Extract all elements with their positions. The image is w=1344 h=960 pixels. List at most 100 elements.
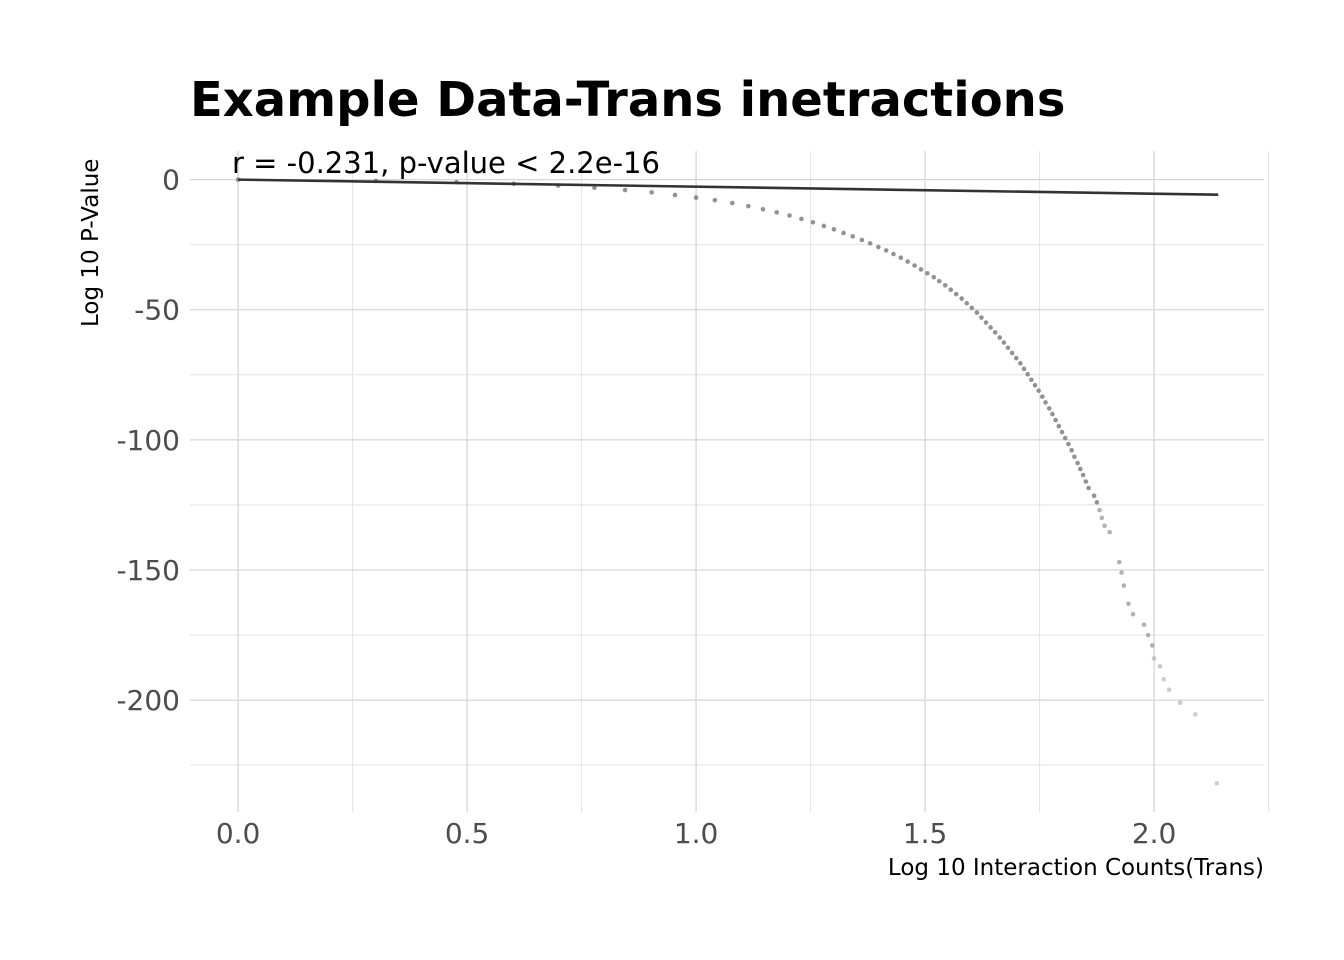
data-point — [1066, 441, 1071, 447]
x-tick-label: 0.0 — [216, 817, 261, 850]
data-point — [1050, 411, 1055, 417]
data-point — [1121, 583, 1127, 588]
data-point — [745, 203, 751, 209]
data-point — [1086, 485, 1091, 491]
data-point — [799, 216, 804, 222]
data-points — [235, 177, 1220, 786]
x-tick-label: 2.0 — [1132, 817, 1177, 850]
data-point — [891, 251, 896, 257]
data-point — [1029, 377, 1034, 383]
data-point — [1177, 700, 1183, 706]
y-tick-label: -100 — [116, 424, 180, 457]
data-point — [942, 282, 948, 288]
data-point — [1001, 340, 1007, 345]
y-axis-tick-labels: 0 -50 -100 -150 -200 — [116, 164, 180, 717]
data-point — [997, 335, 1003, 340]
data-point — [1094, 500, 1100, 505]
data-point — [774, 210, 779, 215]
data-point — [1141, 622, 1147, 627]
data-point — [1072, 454, 1077, 460]
data-point — [979, 315, 984, 320]
data-point — [969, 305, 975, 311]
data-point — [810, 220, 816, 225]
data-point — [867, 241, 873, 246]
chart-title: Example Data-Trans inetractions — [190, 72, 1065, 128]
y-tick-label: -200 — [116, 684, 180, 717]
data-point — [850, 234, 856, 239]
data-point — [883, 248, 889, 253]
data-point — [1080, 472, 1086, 478]
data-point — [1151, 656, 1157, 661]
y-tick-label: -50 — [134, 294, 180, 327]
data-point — [1097, 507, 1102, 513]
data-point — [931, 274, 937, 280]
data-point — [1145, 632, 1151, 638]
y-axis-label: Log 10 P-Value — [78, 159, 104, 327]
data-point — [787, 213, 792, 218]
data-point — [672, 192, 678, 198]
grid-lines — [190, 151, 1270, 812]
data-point — [1161, 676, 1166, 682]
data-point — [898, 255, 904, 260]
data-point — [1053, 417, 1058, 423]
data-point — [1078, 466, 1083, 472]
data-point — [1062, 435, 1068, 441]
x-tick-label: 0.5 — [445, 817, 490, 850]
data-point — [1046, 406, 1052, 411]
x-axis-tick-labels: 0.0 0.5 1.0 1.5 2.0 — [216, 817, 1177, 850]
data-point — [1214, 781, 1220, 786]
x-tick-label: 1.5 — [903, 817, 948, 850]
data-point — [1025, 371, 1030, 377]
x-tick-label: 1.0 — [674, 817, 719, 850]
data-point — [821, 223, 827, 229]
data-point — [760, 206, 766, 212]
data-point — [953, 291, 959, 297]
data-point — [1059, 429, 1065, 435]
data-point — [1040, 394, 1045, 399]
data-point — [876, 244, 881, 250]
data-point — [918, 267, 924, 272]
data-point — [592, 185, 597, 190]
data-point — [936, 278, 942, 284]
data-point — [1036, 388, 1041, 393]
data-point — [1021, 366, 1027, 372]
data-point — [1056, 423, 1062, 429]
data-point — [1005, 345, 1011, 351]
data-point — [983, 320, 989, 325]
data-point — [1009, 350, 1015, 356]
data-point — [1099, 515, 1105, 521]
data-point — [1013, 355, 1019, 361]
data-point — [1032, 382, 1038, 388]
data-point — [905, 259, 910, 264]
data-point — [1083, 479, 1089, 484]
data-point — [1130, 611, 1136, 617]
data-point — [1126, 601, 1131, 607]
data-point — [1119, 570, 1124, 575]
data-point — [1166, 687, 1172, 692]
data-point — [948, 287, 954, 293]
y-tick-label: -150 — [116, 554, 180, 587]
data-point — [1043, 400, 1048, 405]
data-point — [925, 271, 930, 276]
data-point — [964, 300, 970, 306]
trend-line — [238, 178, 1219, 197]
data-point — [622, 187, 628, 193]
data-point — [859, 237, 865, 243]
data-point — [992, 330, 998, 335]
data-point — [1075, 460, 1080, 466]
data-point — [729, 200, 735, 206]
y-tick-label: 0 — [162, 164, 180, 197]
data-point — [1091, 493, 1097, 499]
data-point — [1193, 712, 1198, 717]
data-point — [1069, 447, 1074, 453]
data-point — [1107, 529, 1112, 535]
correlation-annotation: r = -0.231, p-value < 2.2e-16 — [232, 146, 660, 180]
data-point — [959, 296, 965, 301]
data-point — [974, 310, 980, 315]
data-point — [649, 190, 654, 195]
data-point — [1102, 523, 1107, 529]
data-point — [988, 325, 993, 330]
data-point — [1157, 663, 1163, 669]
x-axis-label: Log 10 Interaction Counts(Trans) — [888, 855, 1264, 881]
